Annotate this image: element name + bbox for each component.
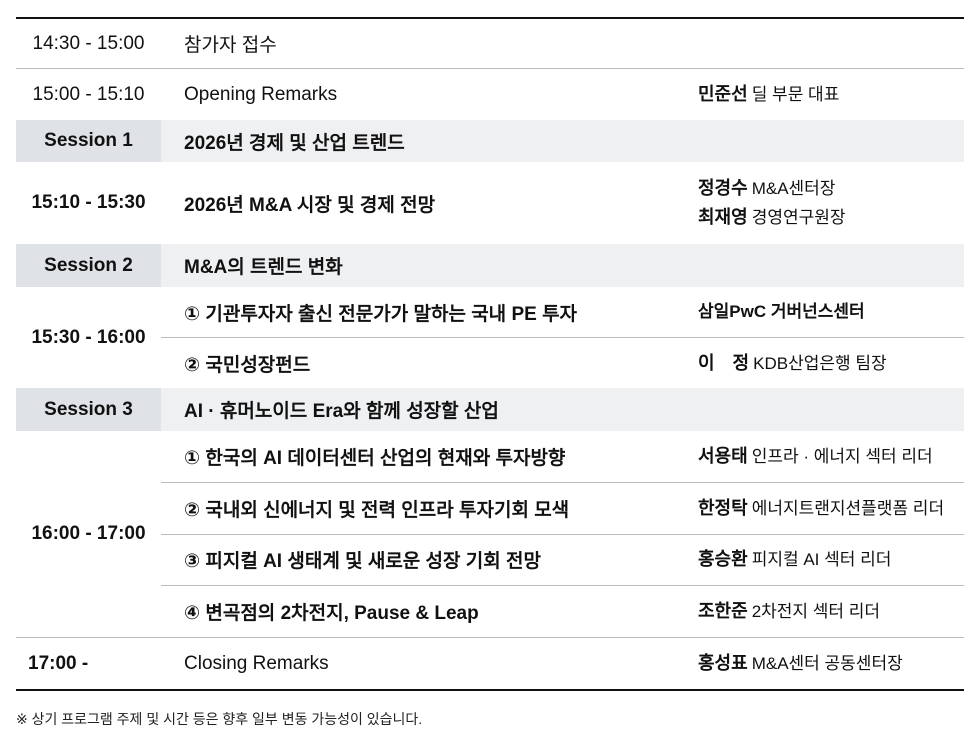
speaker: 홍성표 M&A센터 공동센터장 [698,649,964,678]
session-title: M&A의 트렌드 변화 [184,257,343,278]
speaker-org: 삼일PwC 거버넌스센터 [698,302,865,321]
session-row: Session 2 M&A의 트렌드 변화 [16,244,964,287]
title-cell: Closing Remarks [184,652,329,674]
program-row: 15:30 - 16:00 ① 기관투자자 출신 전문가가 말하는 국내 PE … [16,287,964,388]
program-row: 17:00 - Closing Remarks 홍성표 M&A센터 공동센터장 [16,638,964,689]
title-cell: ③ 피지컬 AI 생태계 및 새로운 성장 기회 전망 [184,551,541,573]
time-cell: 16:00 - 17:00 [31,523,146,544]
speaker: 이 정 KDB산업은행 팀장 [698,349,964,378]
title-cell: 2026년 M&A 시장 및 경제 전망 [184,194,436,216]
title-cell: ① 기관투자자 출신 전문가가 말하는 국내 PE 투자 [184,303,578,325]
speaker-role: 피지컬 AI 섹터 리더 [751,550,892,570]
title-cell: 참가자 접수 [184,35,277,56]
session-row: Session 1 2026년 경제 및 산업 트렌드 [16,120,964,162]
speaker-name: 민준선 [698,84,748,104]
speaker-name: 조한준 [698,601,748,622]
title-cell: ① 한국의 AI 데이터센터 산업의 현재와 투자방향 [184,447,566,469]
speaker: 최재영 경영연구원장 [698,203,964,232]
session-label: Session 1 [16,120,161,162]
time-cell: 15:30 - 16:00 [31,326,146,348]
title-cell: Opening Remarks [184,83,338,105]
speaker-role: M&A센터장 [751,179,836,198]
speaker-name: 서용태 [698,445,748,466]
title-cell: ② 국내외 신에너지 및 전력 인프라 투자기회 모색 [184,499,570,521]
session-label: Session 3 [16,388,161,431]
speaker-name: 이 정 [698,352,750,373]
program-table: 14:30 - 15:00 참가자 접수 15:00 - 15:10 Openi… [16,17,964,691]
speaker-name: 정경수 [698,178,748,198]
session-title: 2026년 경제 및 산업 트렌드 [184,132,405,154]
time-cell: 17:00 - [28,652,89,674]
time-cell: 15:10 - 15:30 [31,192,146,213]
time-cell: 14:30 - 15:00 [32,32,145,54]
speaker-name: 한정탁 [698,497,748,518]
speaker-role: M&A센터 공동센터장 [751,654,903,673]
speaker: 한정탁 에너지트랜지션플랫폼 리더 [698,494,964,523]
speaker-name: 홍승환 [698,549,748,570]
speaker-role: KDB산업은행 팀장 [753,353,887,373]
speaker-role: 딜 부문 대표 [751,85,840,104]
program-row: 15:00 - 15:10 Opening Remarks 민준선 딜 부문 대표 [16,69,964,120]
session-row: Session 3 AI · 휴머노이드 Era와 함께 성장할 산업 [16,388,964,431]
speaker-name: 홍성표 [698,653,748,673]
speaker-role: 인프라 · 에너지 섹터 리더 [751,446,933,466]
speaker: 정경수 M&A센터장 [698,174,964,203]
speaker: 조한준 2차전지 섹터 리더 [698,597,964,626]
title-cell: ② 국민성장펀드 [184,354,311,376]
speaker-role: 2차전지 섹터 리더 [751,602,881,622]
speaker-role: 에너지트랜지션플랫폼 리더 [751,498,945,518]
program-row: 15:10 - 15:30 2026년 M&A 시장 및 경제 전망 정경수 M&… [16,162,964,244]
time-cell: 15:00 - 15:10 [32,83,145,105]
speaker: 서용태 인프라 · 에너지 섹터 리더 [698,442,964,471]
session-label: Session 2 [16,244,161,287]
speaker: 홍승환 피지컬 AI 섹터 리더 [698,545,964,574]
session-title: AI · 휴머노이드 Era와 함께 성장할 산업 [184,401,499,422]
speaker-role: 경영연구원장 [751,208,846,227]
speaker: 민준선 딜 부문 대표 [698,80,964,109]
program-row: 16:00 - 17:00 ① 한국의 AI 데이터센터 산업의 현재와 투자방… [16,431,964,638]
footnote: ※ 상기 프로그램 주제 및 시간 등은 향후 일부 변동 가능성이 있습니다. [16,711,423,727]
speaker-name: 최재영 [698,207,748,227]
title-cell: ④ 변곡점의 2차전지, Pause & Leap [184,603,479,625]
program-row: 14:30 - 15:00 참가자 접수 [16,19,964,69]
